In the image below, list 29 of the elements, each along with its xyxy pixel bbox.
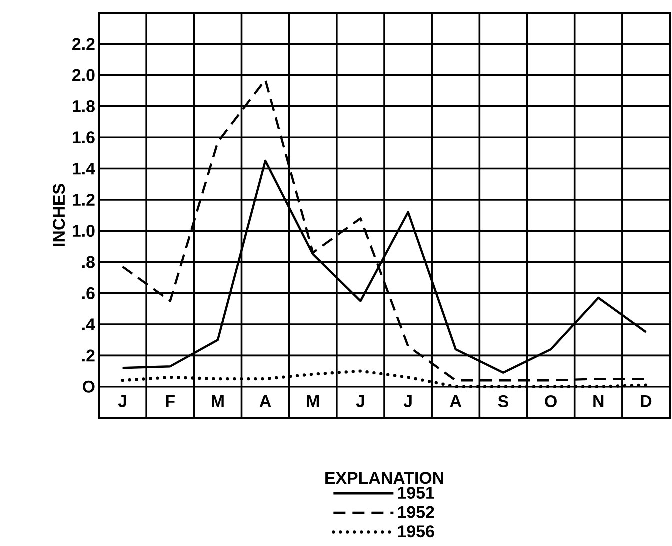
y-tick-label: 1.8 [73, 100, 95, 112]
y-tick-label: .8 [82, 256, 95, 268]
x-tick-label: S [498, 396, 508, 408]
legend-label: 1952 [398, 506, 434, 518]
x-tick-label: M [212, 396, 224, 408]
x-tick-label: J [356, 396, 364, 408]
x-tick-label: J [118, 396, 126, 408]
y-tick-label: .2 [82, 350, 95, 362]
y-tick-label: 1.6 [73, 132, 95, 144]
y-tick-label: 2.2 [72, 38, 95, 50]
y-tick-label: 1.2 [73, 194, 95, 206]
x-tick-label: A [260, 396, 272, 408]
x-tick-label: J [404, 396, 412, 408]
y-tick-label: .6 [82, 287, 95, 300]
x-tick-label: F [166, 396, 175, 408]
x-tick-label: A [450, 396, 462, 408]
legend-label: 1951 [398, 486, 434, 499]
y-tick-label: 1.0 [73, 225, 95, 238]
y-tick-label: O [82, 380, 95, 393]
x-tick-label: M [307, 396, 320, 408]
x-tick-label: N [594, 396, 604, 408]
x-tick-label: D [641, 396, 652, 408]
legend-label: 1956 [398, 526, 434, 538]
y-tick-label: 2.0 [72, 69, 95, 82]
y-tick-label: 1.4 [73, 162, 96, 175]
x-tick-label: O [545, 396, 557, 408]
y-tick-label: .4 [82, 318, 96, 330]
legend-title: EXPLANATION [326, 472, 444, 484]
y-axis-title: INCHES [53, 184, 66, 246]
